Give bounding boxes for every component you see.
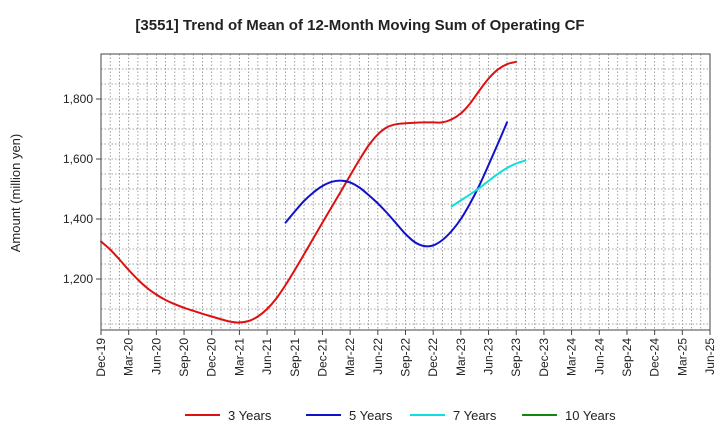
x-tick-label: Sep-21 — [288, 338, 302, 377]
x-tick-label: Mar-22 — [343, 338, 357, 376]
x-tick-label: Sep-24 — [620, 338, 634, 377]
axis-ticks: 1,200 1,400 1,600 1,800 Dec-19 Mar-20 Jun-20 Se… — [63, 92, 717, 377]
x-tick-label: Jun-25 — [703, 338, 717, 375]
series-line-7-years — [450, 159, 527, 208]
chart-title: [3551] Trend of Mean of 12-Month Moving … — [135, 17, 584, 34]
x-tick-label: Sep-20 — [177, 338, 191, 377]
y-axis-label: Amount (million yen) — [8, 134, 23, 253]
legend-label-5-years: 5 Years — [349, 408, 393, 423]
x-tick-label: Dec-23 — [537, 338, 551, 377]
x-tick-label: Jun-20 — [149, 338, 163, 375]
x-tick-label: Dec-24 — [648, 338, 662, 377]
x-tick-label: Mar-23 — [454, 338, 468, 376]
y-tick-label: 1,600 — [63, 152, 93, 166]
y-tick-label: 1,200 — [63, 272, 93, 286]
x-tick-label: Mar-21 — [232, 338, 246, 376]
legend-label-7-years: 7 Years — [453, 408, 497, 423]
x-tick-label: Jun-22 — [371, 338, 385, 375]
x-tick-label: Sep-22 — [399, 338, 413, 377]
x-tick-label: Jun-21 — [260, 338, 274, 375]
gridlines — [101, 54, 710, 330]
legend: 3 Years 5 Years 7 Years 10 Years — [185, 408, 616, 423]
x-tick-label: Dec-21 — [315, 338, 329, 377]
legend-label-10-years: 10 Years — [565, 408, 616, 423]
x-tick-label: Mar-20 — [122, 338, 136, 376]
x-tick-label: Dec-20 — [205, 338, 219, 377]
y-tick-label: 1,400 — [63, 212, 93, 226]
x-tick-label: Dec-22 — [426, 338, 440, 377]
x-tick-label: Dec-19 — [94, 338, 108, 377]
x-tick-label: Mar-25 — [675, 338, 689, 376]
x-tick-label: Jun-23 — [482, 338, 496, 375]
legend-label-3-years: 3 Years — [228, 408, 272, 423]
series-lines — [100, 60, 527, 324]
x-tick-label: Sep-23 — [509, 338, 523, 377]
x-tick-label: Mar-24 — [565, 338, 579, 376]
series-line-5-years — [284, 121, 508, 248]
series-line-3-years — [100, 60, 518, 324]
x-tick-label: Jun-24 — [592, 338, 606, 375]
y-tick-label: 1,800 — [63, 92, 93, 106]
